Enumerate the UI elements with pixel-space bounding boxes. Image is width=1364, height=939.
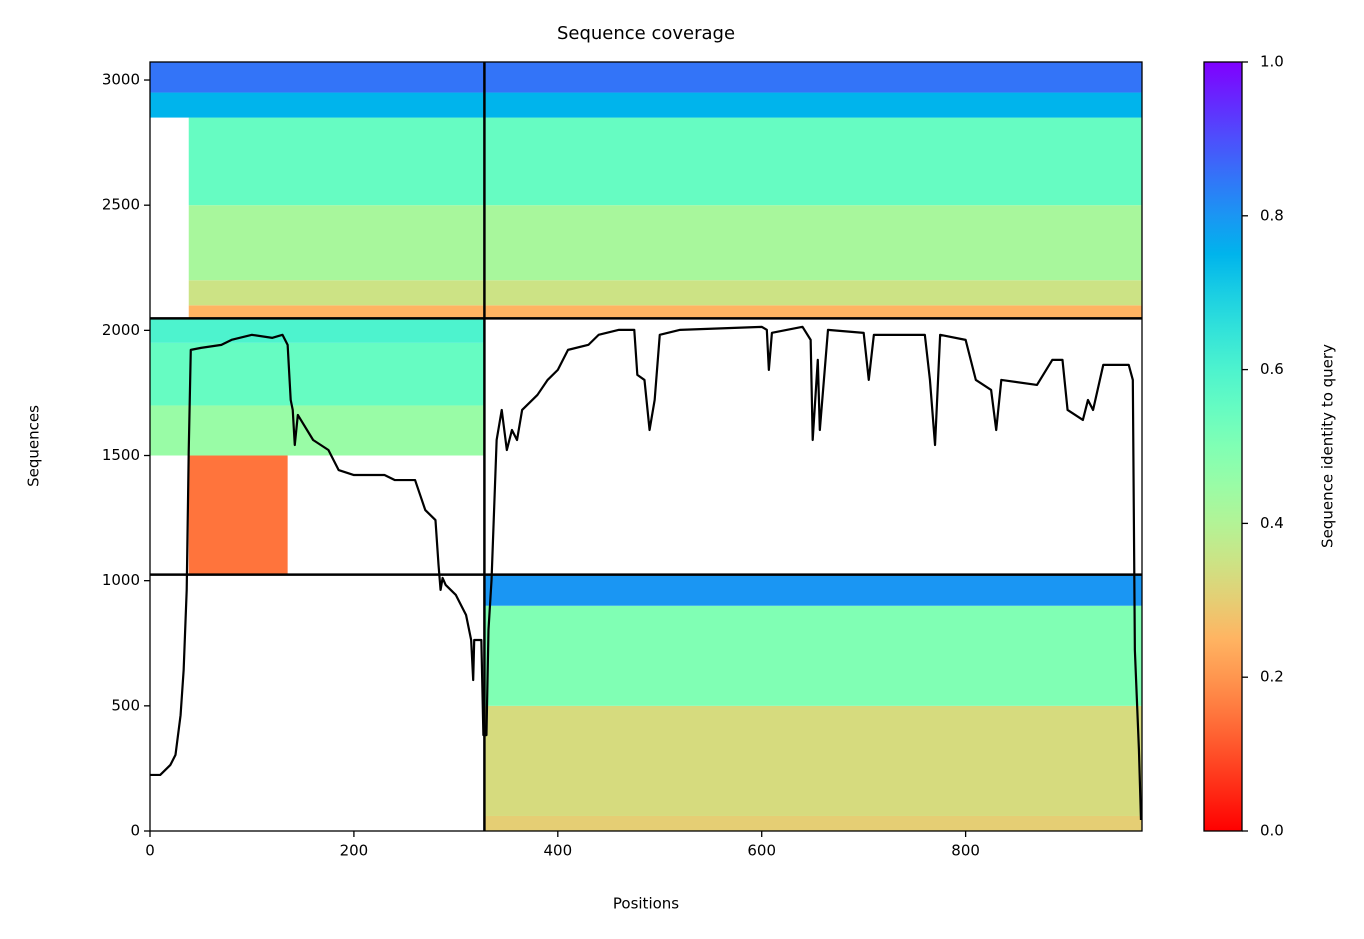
colorbar-tick-label: 0.2 — [1260, 668, 1284, 686]
identity-band — [484, 705, 1143, 816]
colorbar-tick-label: 0.4 — [1260, 514, 1284, 532]
y-axis-label: Sequences — [25, 405, 43, 487]
identity-band — [188, 305, 1142, 319]
identity-band — [150, 92, 1142, 118]
y-tick-label: 1500 — [102, 446, 140, 464]
plot-frame — [149, 61, 1143, 832]
y-tick-label: 2500 — [102, 196, 140, 214]
identity-band — [188, 205, 1142, 281]
identity-band — [150, 405, 485, 456]
identity-band — [150, 318, 485, 343]
x-tick-label: 600 — [747, 842, 776, 860]
colorbar-tick-label: 0.6 — [1260, 360, 1284, 378]
y-tick-label: 3000 — [102, 71, 140, 89]
identity-band — [188, 280, 1142, 306]
chart-title: Sequence coverage — [557, 23, 735, 44]
identity-band — [484, 605, 1143, 706]
x-tick-label: 400 — [543, 842, 572, 860]
colorbar — [1203, 61, 1243, 832]
identity-band — [150, 62, 1142, 93]
x-axis-label: Positions — [613, 895, 679, 913]
colorbar-tick-label: 1.0 — [1260, 53, 1284, 71]
identity-band — [188, 117, 1142, 206]
colorbar-tick-label: 0.0 — [1260, 822, 1284, 840]
identity-band — [150, 342, 485, 406]
colorbar-label: Sequence identity to query — [1319, 344, 1337, 548]
y-tick-label: 0 — [130, 822, 140, 840]
identity-band — [484, 574, 1143, 606]
x-tick-label: 200 — [340, 842, 369, 860]
identity-band — [188, 455, 288, 575]
y-tick-label: 2000 — [102, 321, 140, 339]
x-tick-label: 0 — [145, 842, 155, 860]
y-tick-label: 1000 — [102, 571, 140, 589]
colorbar-tick-label: 0.8 — [1260, 206, 1284, 224]
y-tick-label: 500 — [111, 696, 140, 714]
coverage-line — [150, 325, 1143, 821]
x-tick-label: 800 — [951, 842, 980, 860]
identity-band — [484, 815, 1143, 831]
